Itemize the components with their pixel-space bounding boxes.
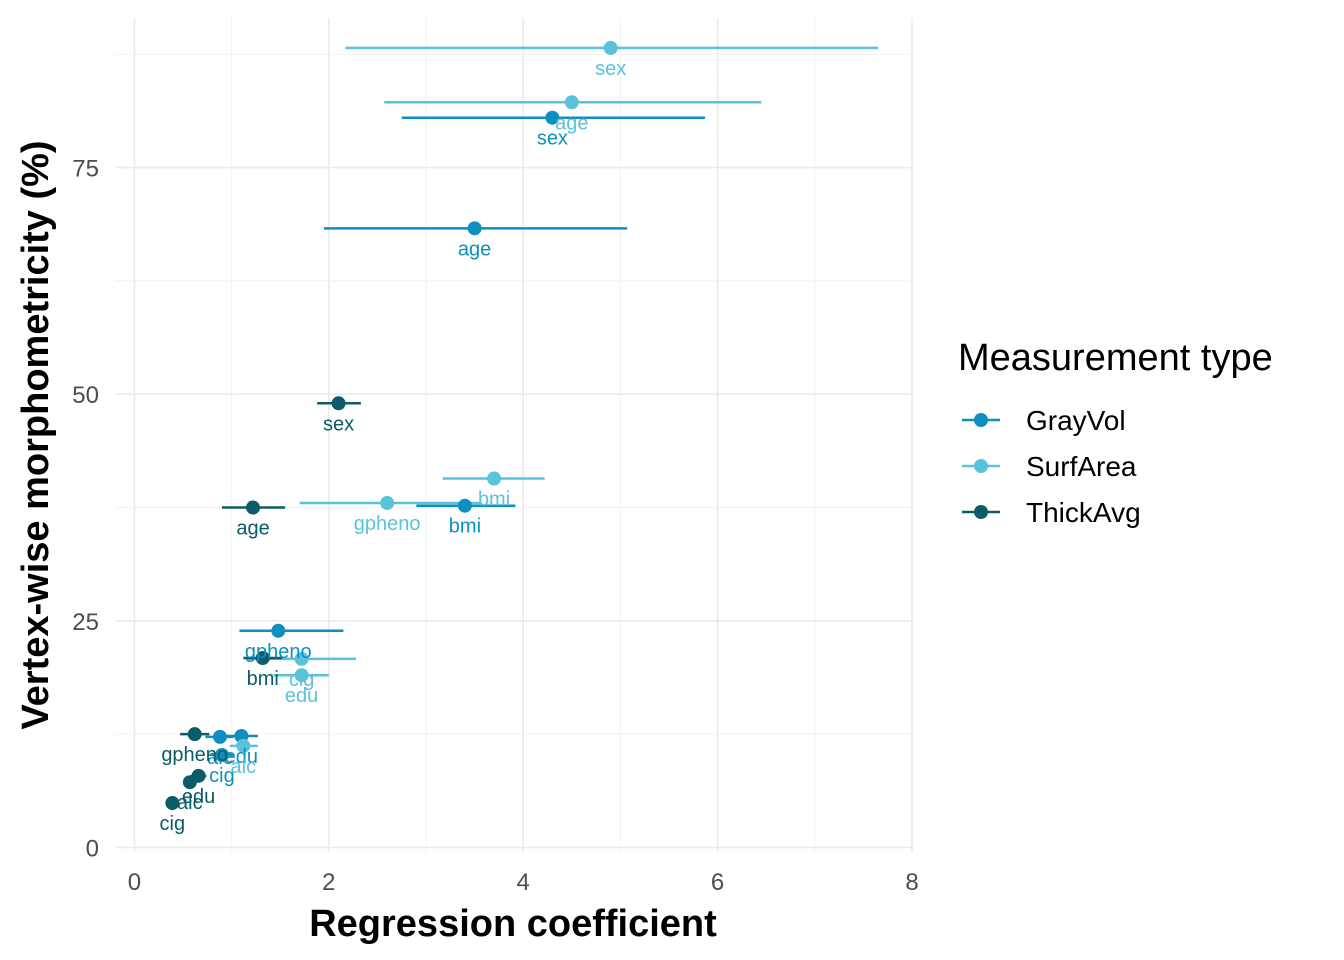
point-label: sex bbox=[537, 128, 568, 150]
y-tick-label: 75 bbox=[72, 156, 99, 183]
data-point bbox=[255, 651, 270, 666]
data-points bbox=[165, 40, 618, 811]
x-tick-label: 0 bbox=[128, 869, 141, 896]
point-label: edu bbox=[285, 685, 318, 707]
x-tick-label: 2 bbox=[322, 869, 335, 896]
y-axis-title: Vertex-wise morphometricity (%) bbox=[15, 140, 57, 729]
data-point bbox=[564, 95, 579, 110]
point-label: cig bbox=[289, 669, 315, 691]
point-label: age bbox=[458, 238, 491, 260]
x-axis-title: Regression coefficient bbox=[309, 903, 717, 945]
y-tick-label: 25 bbox=[72, 609, 99, 636]
point-label: age bbox=[555, 112, 588, 134]
point-label: sex bbox=[595, 58, 626, 80]
data-point bbox=[294, 651, 309, 666]
y-axis-ticks: 0 25 50 75 bbox=[72, 156, 99, 863]
legend-entry: GrayVol bbox=[1026, 405, 1126, 436]
y-tick-label: 50 bbox=[72, 382, 99, 409]
data-point bbox=[603, 40, 618, 55]
legend-key-point bbox=[974, 505, 988, 519]
point-label: edu bbox=[182, 786, 215, 808]
point-label: age bbox=[236, 518, 269, 540]
y-tick-label: 0 bbox=[86, 835, 99, 862]
point-label: bmi bbox=[478, 489, 510, 511]
point-label: alc bbox=[177, 792, 203, 814]
x-tick-label: 4 bbox=[517, 869, 530, 896]
data-point bbox=[545, 110, 560, 125]
point-label: edu bbox=[225, 746, 258, 768]
data-point bbox=[487, 471, 502, 486]
point-label: sex bbox=[323, 413, 354, 435]
point-label: cig bbox=[160, 813, 186, 835]
x-tick-label: 6 bbox=[711, 869, 724, 896]
point-label: bmi bbox=[449, 516, 481, 538]
point-label: alc bbox=[231, 756, 257, 778]
data-point bbox=[182, 775, 197, 790]
point-label: gpheno bbox=[354, 513, 421, 535]
point-label: alc bbox=[207, 747, 233, 769]
legend-entry: SurfArea bbox=[1026, 451, 1137, 482]
data-point bbox=[294, 668, 309, 683]
legend-key-point bbox=[974, 413, 988, 427]
data-point bbox=[246, 500, 261, 515]
point-label: bmi bbox=[247, 668, 279, 690]
data-point bbox=[165, 796, 180, 811]
data-point bbox=[380, 495, 395, 510]
grid bbox=[115, 18, 913, 852]
data-point bbox=[271, 623, 286, 638]
x-tick-label: 8 bbox=[905, 869, 918, 896]
legend-title: Measurement type bbox=[958, 337, 1273, 379]
data-point bbox=[236, 738, 251, 753]
legend: Measurement type GrayVol SurfArea ThickAvg bbox=[958, 337, 1273, 528]
data-point bbox=[214, 748, 229, 763]
data-point bbox=[457, 498, 472, 513]
x-axis-ticks: 0 2 4 6 8 bbox=[128, 869, 919, 896]
point-labels: sexagebmigphenoedualccigsexagebmigphenoc… bbox=[160, 58, 627, 835]
data-point bbox=[331, 396, 346, 411]
point-label: gpheno bbox=[161, 744, 228, 766]
point-label: cig bbox=[209, 765, 235, 787]
data-point bbox=[187, 727, 202, 742]
data-point bbox=[212, 729, 227, 744]
data-point bbox=[467, 221, 482, 236]
point-label: gpheno bbox=[245, 641, 312, 663]
legend-key-point bbox=[974, 459, 988, 473]
legend-entry: ThickAvg bbox=[1026, 497, 1141, 528]
